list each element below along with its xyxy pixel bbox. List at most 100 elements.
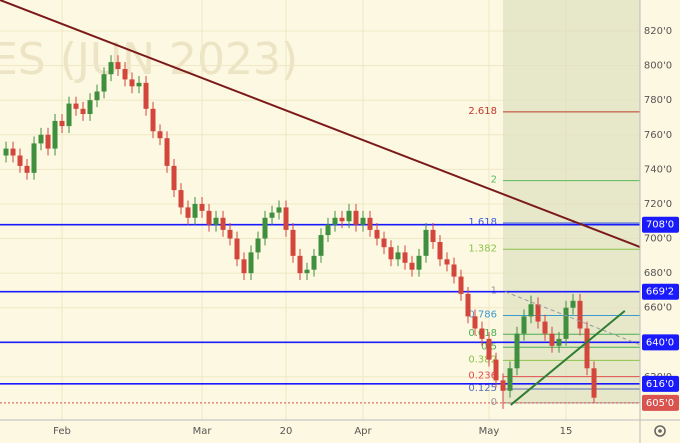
candle-body: [430, 229, 436, 243]
candle-body: [24, 165, 30, 173]
fib-label: 0.382: [468, 354, 497, 365]
y-tick-label: 800'0: [644, 61, 672, 72]
candle-body: [493, 359, 499, 381]
candle-body: [444, 259, 450, 265]
candle-body: [367, 217, 373, 230]
candle-body: [213, 217, 219, 225]
candle-body: [3, 148, 9, 156]
fib-label: 2.618: [468, 106, 497, 117]
candle-body: [409, 262, 415, 270]
candle-body: [262, 217, 268, 239]
candle-body: [234, 238, 240, 260]
candle-body: [318, 235, 324, 256]
candle-body: [164, 138, 170, 166]
candle-body: [479, 328, 485, 339]
candle-body: [381, 238, 387, 248]
candle-body: [31, 143, 37, 173]
candle-body: [136, 82, 142, 87]
candle-body: [59, 120, 65, 127]
candle-body: [577, 300, 583, 329]
candle-body: [143, 82, 149, 109]
candle-body: [52, 120, 58, 149]
candle-body: [150, 108, 156, 132]
candle-body: [416, 255, 422, 270]
candle-body: [388, 247, 394, 260]
candle-body: [108, 62, 114, 75]
candle-body: [472, 316, 478, 329]
candle-body: [535, 304, 541, 322]
candle-body: [87, 100, 93, 114]
candle-body: [45, 134, 51, 149]
fib-label: 1.382: [468, 243, 497, 254]
candle-body: [507, 368, 513, 391]
x-tick-label: 20: [280, 426, 293, 437]
candle-body: [129, 79, 135, 87]
candle-body: [395, 252, 401, 260]
y-tick-label: 820'0: [644, 26, 672, 37]
gear-center[interactable]: [658, 429, 662, 433]
trend-line: [0, 0, 640, 248]
x-tick-label: Apr: [354, 426, 372, 437]
candle-body: [339, 217, 345, 222]
candle-body: [465, 293, 471, 317]
candle-body: [437, 242, 443, 260]
candle-body: [528, 304, 534, 317]
level-label: 669'2: [646, 287, 674, 298]
candle-body: [178, 190, 184, 208]
candle-body: [486, 338, 492, 360]
y-tick-label: 760'0: [644, 130, 672, 141]
candle-body: [325, 224, 331, 236]
candle-body: [451, 264, 457, 277]
level-label: 605'0: [646, 398, 674, 409]
candle-body: [248, 252, 254, 274]
x-tick-label: May: [479, 426, 500, 437]
candle-body: [227, 229, 233, 239]
level-label-box: [642, 334, 679, 351]
x-tick-label: Feb: [53, 426, 71, 437]
candle-body: [542, 321, 548, 334]
trend-line: [510, 310, 626, 406]
gear[interactable]: [654, 425, 666, 437]
candle-body: [94, 91, 100, 101]
candle-body: [122, 69, 128, 80]
candle-body: [241, 259, 247, 274]
candle-body: [332, 217, 338, 225]
y-tick-label: 700'0: [644, 234, 672, 245]
candle-body: [290, 229, 296, 256]
candle-body: [17, 155, 23, 166]
candle-body: [171, 165, 177, 191]
level-label: 616'0: [646, 379, 674, 390]
fib-label: 0.786: [468, 310, 497, 321]
candle-body: [255, 238, 261, 253]
candle-body: [584, 328, 590, 369]
candle-body: [549, 333, 555, 346]
candle-body: [311, 255, 317, 270]
candle-body: [80, 108, 86, 114]
candle-body: [38, 134, 44, 144]
candle-body: [115, 62, 121, 70]
y-tick-label: 780'0: [644, 95, 672, 106]
fib-label: 1.618: [468, 217, 497, 228]
y-tick-label: 740'0: [644, 164, 672, 175]
candle-body: [556, 338, 562, 346]
level-label: 708'0: [646, 220, 674, 231]
candle-body: [199, 203, 205, 211]
fib-label: 0.236: [468, 371, 497, 382]
candle-body: [206, 210, 212, 225]
plot-area: 2.61821.6181.38210.7860.6180.50.3820.236…: [0, 0, 640, 420]
candle-body: [591, 368, 597, 398]
candle-body: [374, 229, 380, 239]
y-tick-label: 660'0: [644, 303, 672, 314]
candle-body: [220, 217, 226, 230]
level-label-box: [642, 375, 679, 392]
candle-body: [157, 131, 163, 139]
candle-body: [185, 207, 191, 218]
watermark: ES (JUN 2023): [0, 34, 298, 85]
candle-body: [423, 229, 429, 256]
settings-icon[interactable]: [654, 425, 666, 437]
candle-body: [304, 269, 310, 274]
x-tick-label: 15: [560, 426, 573, 437]
candle-body: [10, 148, 16, 156]
